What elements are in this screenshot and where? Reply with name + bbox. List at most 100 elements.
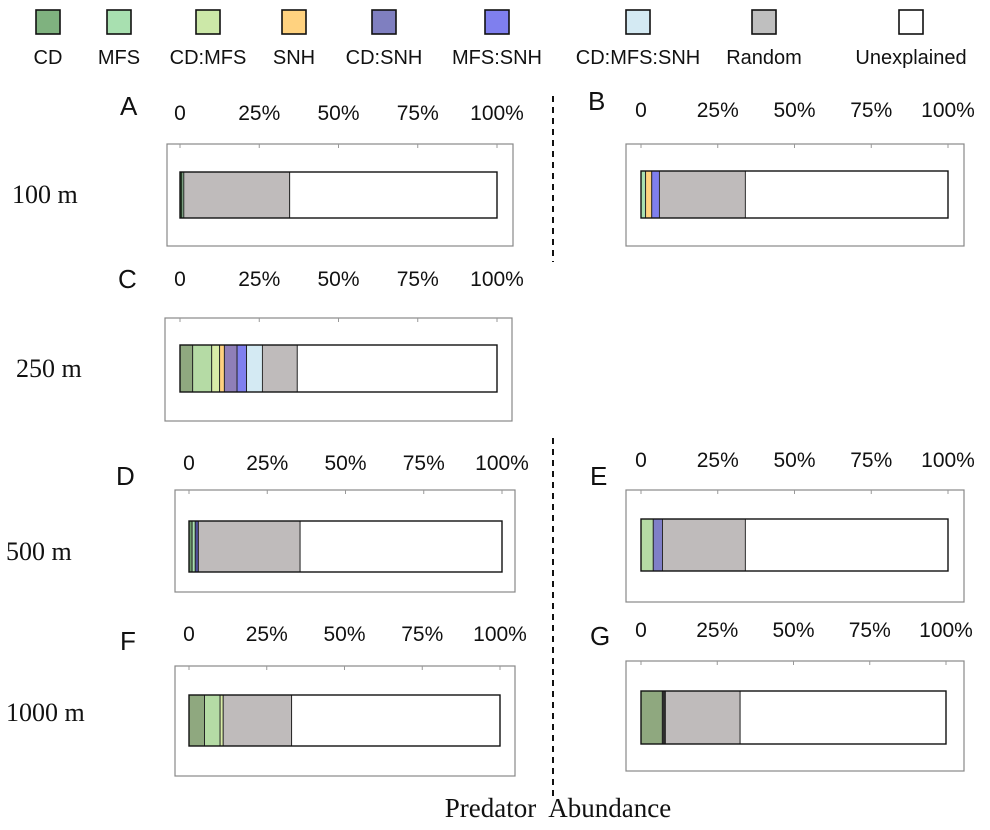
bar-outline bbox=[640, 690, 947, 745]
legend-swatch-cd-snh bbox=[371, 9, 397, 35]
bar-segment-cd-snh bbox=[223, 344, 238, 393]
tick-label: 50% bbox=[773, 449, 815, 472]
panels: A 0 25% 50% 75% 100% B 0 25% 50% 75% 100% C 0 25% 50% 75… bbox=[116, 86, 975, 777]
bar-segment-cd-snh bbox=[194, 520, 199, 573]
bar-outline bbox=[640, 170, 949, 219]
legend-label-mfs-snh: MFS:SNH bbox=[452, 47, 542, 69]
panel-f: F 0 25% 50% 75% 100% bbox=[120, 623, 527, 777]
tick-label: 100% bbox=[921, 449, 975, 472]
tick-label: 100% bbox=[470, 102, 524, 125]
bar-segment-random bbox=[261, 344, 298, 393]
legend-swatch-unexplained bbox=[898, 9, 924, 35]
tick-label: 25% bbox=[697, 99, 739, 122]
bar-segment-random bbox=[664, 690, 741, 745]
bar-segment-mfs bbox=[192, 344, 213, 393]
tick-label: 25% bbox=[246, 452, 288, 475]
bar-outline bbox=[640, 518, 949, 572]
tick-label: 50% bbox=[323, 623, 365, 646]
tick-label: 25% bbox=[238, 268, 280, 291]
legend-swatch-cd-mfs bbox=[195, 9, 221, 35]
bar-segment-cd-mfs bbox=[211, 344, 221, 393]
bar-segment-mfs-snh bbox=[651, 170, 660, 219]
bar-segment-unexplained bbox=[291, 694, 501, 747]
bar-segment-unexplained bbox=[744, 518, 949, 572]
tick-label: 75% bbox=[397, 268, 439, 291]
panel-letter: B bbox=[588, 86, 605, 116]
panel-frame bbox=[625, 660, 965, 772]
panel-c: C 0 25% 50% 75% 100% bbox=[118, 264, 524, 422]
footer-label: Predator Abundance bbox=[445, 793, 671, 823]
legend-swatch-snh bbox=[281, 9, 307, 35]
legend-swatch-mfs-snh bbox=[484, 9, 510, 35]
panel-letter: C bbox=[118, 264, 137, 294]
bar-segment-snh bbox=[219, 344, 225, 393]
tick-label: 0 bbox=[635, 619, 647, 642]
tick-label: 0 bbox=[183, 623, 195, 646]
tick-label: 75% bbox=[397, 102, 439, 125]
row-label-100m: 100 m bbox=[12, 180, 78, 209]
bar-segment-unexplained bbox=[299, 520, 503, 573]
bar-segment-mfs-snh bbox=[652, 518, 663, 572]
bar-segment-unexplained bbox=[296, 344, 498, 393]
bar-segment-cd-snh bbox=[661, 690, 666, 745]
panel-d: D 0 25% 50% 75% 100% bbox=[116, 452, 529, 593]
legend-label-cd-snh: CD:SNH bbox=[346, 47, 423, 69]
tick-label: 75% bbox=[401, 623, 443, 646]
tick-label: 100% bbox=[473, 623, 527, 646]
bar-outline bbox=[179, 171, 498, 219]
tick-label: 75% bbox=[850, 99, 892, 122]
bar-segment-random bbox=[222, 694, 293, 747]
tick-label: 50% bbox=[324, 452, 366, 475]
tick-label: 0 bbox=[635, 449, 647, 472]
bar-segment-mfs bbox=[191, 520, 196, 573]
row-label-500m: 500 m bbox=[6, 537, 72, 566]
bar-outline bbox=[179, 344, 498, 393]
panel-letter: A bbox=[120, 91, 138, 121]
legend-label-cd-mfs-snh: CD:MFS:SNH bbox=[576, 47, 700, 69]
bar-outline bbox=[188, 520, 503, 573]
tick-label: 0 bbox=[183, 452, 195, 475]
tick-label: 75% bbox=[850, 449, 892, 472]
legend-label-snh: SNH bbox=[273, 47, 315, 69]
panel-e: E 0 25% 50% 75% 100% bbox=[590, 449, 975, 603]
bar-segment-snh bbox=[645, 170, 653, 219]
bar-segment-mfs bbox=[640, 518, 654, 572]
bar-segment-unexplained bbox=[739, 690, 947, 745]
tick-label: 25% bbox=[697, 449, 739, 472]
panel-frame bbox=[166, 143, 514, 247]
panel-letter: F bbox=[120, 626, 136, 656]
tick-label: 100% bbox=[919, 619, 973, 642]
bar-segment-mfs-snh bbox=[236, 344, 248, 393]
panel-g: G 0 25% 50% 75% 100% bbox=[590, 619, 973, 772]
panel-letter: D bbox=[116, 461, 135, 491]
tick-label: 25% bbox=[238, 102, 280, 125]
bar-segment-random bbox=[658, 170, 746, 219]
legend-label-cd-mfs: CD:MFS bbox=[170, 47, 247, 69]
bar-segment-unexplained bbox=[744, 170, 949, 219]
tick-label: 100% bbox=[921, 99, 975, 122]
panel-b: B 0 25% 50% 75% 100% bbox=[588, 86, 975, 247]
tick-label: 25% bbox=[246, 623, 288, 646]
tick-label: 50% bbox=[317, 102, 359, 125]
row-label-250m: 250 m bbox=[16, 354, 82, 383]
tick-label: 100% bbox=[470, 268, 524, 291]
tick-label: 75% bbox=[403, 452, 445, 475]
bar-segment-random bbox=[183, 171, 291, 219]
legend: CD MFS CD:MFS SNH CD:SNH MFS:SNH CD:MFS:SNH Ran… bbox=[34, 9, 967, 69]
bar-segment-cd bbox=[640, 690, 663, 745]
tick-label: 0 bbox=[174, 102, 186, 125]
panel-letter: G bbox=[590, 621, 610, 651]
tick-label: 25% bbox=[696, 619, 738, 642]
tick-label: 100% bbox=[475, 452, 529, 475]
tick-label: 0 bbox=[174, 268, 186, 291]
tick-label: 0 bbox=[635, 99, 647, 122]
legend-swatch-mfs bbox=[106, 9, 132, 35]
panel-a: A 0 25% 50% 75% 100% bbox=[120, 91, 524, 247]
bar-segment-cd-mfs-snh bbox=[246, 344, 263, 393]
bar-segment-random bbox=[662, 518, 746, 572]
tick-label: 50% bbox=[317, 268, 359, 291]
legend-swatch-cd-mfs-snh bbox=[625, 9, 651, 35]
bar-segment-cd-mfs bbox=[219, 694, 224, 747]
panel-letter: E bbox=[590, 461, 607, 491]
